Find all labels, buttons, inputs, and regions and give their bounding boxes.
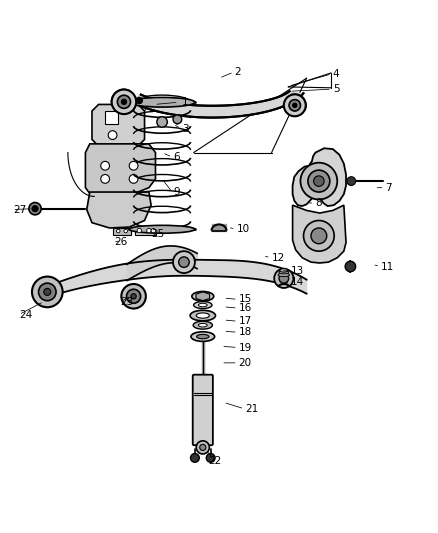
Text: 15: 15 [239, 294, 252, 304]
Circle shape [32, 277, 63, 307]
Circle shape [124, 229, 127, 233]
Text: 24: 24 [20, 310, 33, 320]
Ellipse shape [278, 273, 290, 277]
Text: 6: 6 [173, 152, 180, 162]
Text: 26: 26 [114, 237, 127, 247]
Text: 9: 9 [173, 187, 180, 197]
Circle shape [206, 454, 215, 462]
Text: 25: 25 [151, 229, 164, 239]
Circle shape [129, 174, 138, 183]
Polygon shape [293, 205, 346, 263]
Circle shape [289, 100, 300, 111]
Polygon shape [47, 260, 307, 297]
Circle shape [108, 131, 117, 140]
Text: 18: 18 [239, 327, 252, 337]
Text: 7: 7 [385, 183, 392, 192]
Text: 5: 5 [333, 84, 339, 94]
Text: 16: 16 [239, 303, 252, 313]
Ellipse shape [198, 303, 207, 307]
Polygon shape [85, 144, 155, 199]
Ellipse shape [192, 292, 214, 301]
Text: 27: 27 [13, 205, 26, 215]
Circle shape [121, 99, 127, 104]
Circle shape [314, 176, 324, 187]
Text: 23: 23 [120, 296, 134, 306]
Circle shape [121, 284, 146, 309]
Ellipse shape [198, 324, 207, 327]
Ellipse shape [279, 270, 289, 274]
Text: 19: 19 [239, 343, 252, 352]
Ellipse shape [280, 269, 288, 272]
Text: 17: 17 [239, 316, 252, 326]
Polygon shape [196, 292, 210, 301]
Circle shape [308, 170, 330, 192]
Ellipse shape [197, 334, 209, 339]
Circle shape [279, 273, 289, 283]
Circle shape [136, 98, 142, 103]
Circle shape [200, 445, 206, 450]
Circle shape [311, 228, 327, 244]
Text: 3: 3 [182, 124, 188, 134]
Polygon shape [92, 104, 145, 146]
Circle shape [129, 161, 138, 170]
Text: 12: 12 [272, 253, 285, 263]
Bar [113, 228, 131, 235]
FancyBboxPatch shape [193, 375, 213, 445]
Circle shape [274, 269, 293, 288]
Text: 4: 4 [333, 69, 339, 79]
Circle shape [345, 261, 356, 272]
Circle shape [147, 229, 151, 233]
Circle shape [137, 229, 141, 233]
Text: 20: 20 [239, 358, 252, 368]
Ellipse shape [194, 302, 212, 309]
Circle shape [191, 454, 199, 462]
Ellipse shape [129, 98, 195, 107]
Circle shape [44, 288, 51, 295]
Circle shape [39, 283, 56, 301]
Circle shape [173, 251, 195, 273]
Bar [105, 111, 118, 124]
Circle shape [117, 95, 131, 108]
Circle shape [347, 177, 356, 185]
Polygon shape [127, 91, 304, 118]
Circle shape [29, 203, 41, 215]
Circle shape [131, 294, 136, 299]
Ellipse shape [196, 313, 209, 318]
Text: 21: 21 [245, 404, 258, 414]
Circle shape [300, 163, 337, 199]
Circle shape [284, 94, 306, 116]
Text: 2: 2 [234, 67, 241, 77]
Circle shape [157, 117, 167, 127]
Circle shape [101, 174, 110, 183]
Circle shape [127, 289, 141, 303]
Circle shape [304, 221, 334, 251]
Text: 22: 22 [208, 456, 221, 466]
Ellipse shape [193, 321, 212, 329]
Text: 8: 8 [315, 198, 322, 208]
Circle shape [101, 161, 110, 170]
Text: 14: 14 [291, 277, 304, 287]
Ellipse shape [129, 225, 195, 233]
Circle shape [196, 441, 209, 454]
Circle shape [32, 206, 38, 212]
Polygon shape [293, 148, 346, 206]
Ellipse shape [190, 310, 215, 321]
Polygon shape [127, 246, 197, 280]
Text: 13: 13 [291, 266, 304, 276]
Text: 10: 10 [237, 224, 250, 235]
Circle shape [179, 257, 189, 268]
Text: 11: 11 [381, 262, 394, 271]
Polygon shape [87, 192, 151, 228]
Bar [135, 227, 156, 235]
Ellipse shape [191, 332, 215, 342]
Circle shape [151, 229, 155, 233]
Circle shape [293, 103, 297, 108]
Circle shape [117, 229, 120, 233]
Circle shape [112, 90, 136, 114]
Circle shape [173, 115, 182, 124]
Text: 1: 1 [182, 97, 188, 107]
